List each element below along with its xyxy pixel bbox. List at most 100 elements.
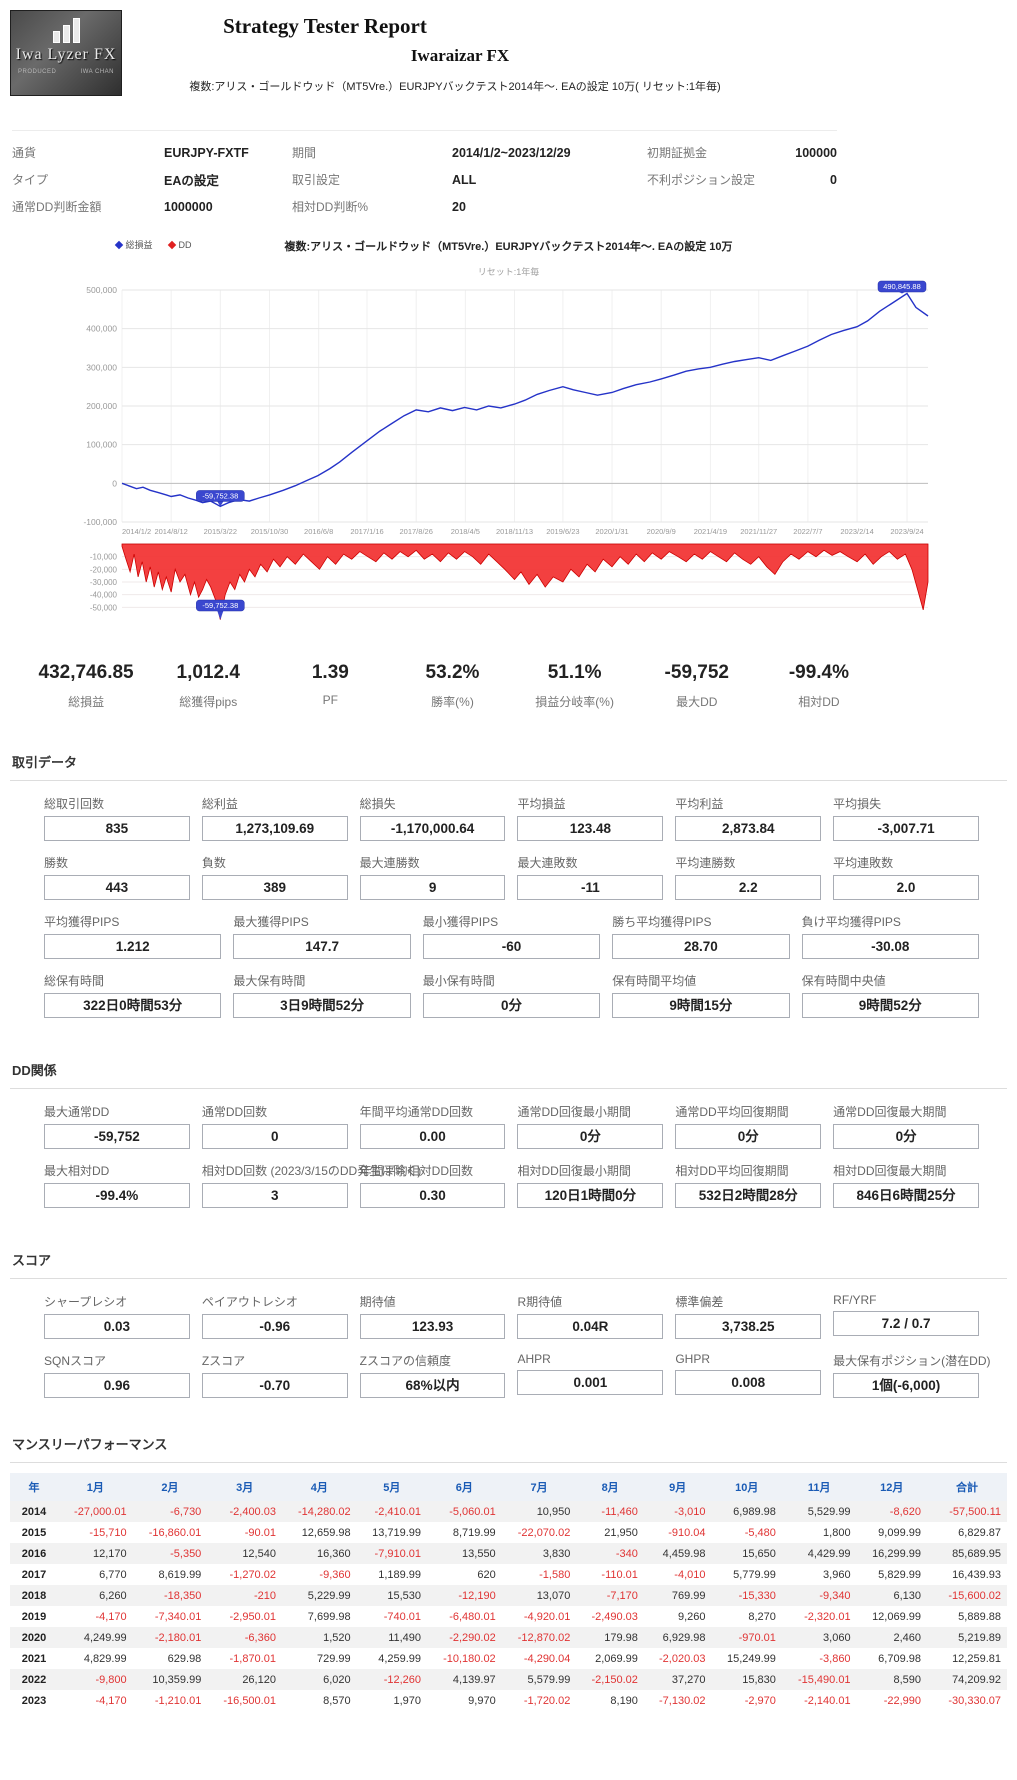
info-row: タイプ EAの設定 取引設定 ALL 不利ポジション設定 0	[12, 166, 837, 193]
stat-field: 総保有時間 322日0時間53分	[44, 972, 222, 1018]
stat-rows-score: シャープレシオ 0.03 ペイアウトレシオ -0.96 期待値 123.93 R期待値 0.0…	[10, 1291, 1007, 1398]
info-row: 通常DD判断金額 1000000 相対DD判断% 20	[12, 193, 837, 220]
stat-label: 総利益	[201, 797, 238, 811]
stat-label: 負け平均獲得PIPS	[801, 915, 901, 929]
summary-stat: 51.1% 損益分岐率(%)	[514, 662, 636, 710]
monthly-col-header: 12月	[856, 1473, 927, 1501]
stat-value: 2.2	[675, 875, 822, 900]
monthly-col-header: 1月	[58, 1473, 133, 1501]
monthly-value-cell: 12,259.81	[952, 1652, 1001, 1665]
summary-value: 432,746.85	[38, 662, 134, 683]
monthly-value-cell: 6,770	[99, 1568, 127, 1581]
stat-row: 勝数 443 負数 389 最大連勝数 9 最大連敗数 -11 平均連勝数 2.2 平均連敗数 2.0	[44, 854, 979, 900]
monthly-value-cell: 4,429.99	[781, 1543, 857, 1564]
summary-value: 53.2%	[425, 662, 480, 683]
info-label: タイプ	[12, 173, 49, 187]
summary-value: -59,752	[664, 662, 729, 683]
monthly-value-cell: -5,480	[744, 1526, 776, 1539]
svg-text:-40,000: -40,000	[89, 591, 117, 600]
stat-label: 最小保有時間	[422, 974, 495, 988]
stat-label: RF/YRF	[833, 1293, 877, 1307]
stat-value: 0	[201, 1124, 348, 1149]
summary-label: 総損益	[68, 695, 105, 709]
monthly-value-cell: -2,290.02	[427, 1627, 502, 1648]
info-label: 期間	[292, 146, 317, 160]
monthly-value-cell: 6,709.98	[878, 1652, 921, 1665]
monthly-value-cell: -4,170	[95, 1610, 127, 1623]
chart-pin: 490,845.88	[877, 280, 926, 294]
stat-value: 0.00	[359, 1124, 506, 1149]
monthly-col-header: 11月	[781, 1473, 857, 1501]
monthly-value-cell: -30,330.07	[948, 1694, 1001, 1707]
dd-marker-icon	[167, 240, 176, 249]
monthly-value-cell: 3,830	[501, 1543, 577, 1564]
stat-field: 最大保有時間 3日9時間52分	[233, 972, 411, 1018]
info-value: EURJPY-FXTF	[164, 145, 249, 160]
stat-row: 総取引回数 835 総利益 1,273,109.69 総損失 -1,170,000.64 平…	[44, 795, 979, 841]
stat-value: 0.001	[517, 1370, 664, 1395]
monthly-year-cell: 2014	[10, 1501, 58, 1522]
stat-value: 7.2 / 0.7	[833, 1311, 979, 1336]
stat-label: 最大保有時間	[233, 974, 306, 988]
monthly-row-2020: 2020 4,249.99 -2,180.01 -6,360 1,520 11,490 -2…	[10, 1627, 1007, 1648]
svg-text:2023/2/14: 2023/2/14	[840, 527, 873, 536]
stat-label: ペイアウトレシオ	[201, 1295, 298, 1309]
summary-stat: 1,012.4 総獲得pips	[147, 662, 269, 710]
monthly-value-cell: 9,970	[468, 1694, 496, 1707]
stat-label: 負数	[201, 856, 226, 870]
monthly-value-cell: 7,699.98	[307, 1610, 351, 1623]
svg-text:300,000: 300,000	[86, 362, 117, 372]
stat-value: 532日2時間28分	[675, 1183, 822, 1208]
stat-label: 期待値	[359, 1295, 396, 1309]
monthly-value-cell: 179.98	[576, 1627, 644, 1648]
monthly-value-cell: 5,219.89	[927, 1627, 1007, 1648]
stat-label: 最小獲得PIPS	[422, 915, 499, 929]
stat-value: 1.212	[44, 934, 222, 959]
svg-text:200,000: 200,000	[86, 401, 117, 411]
monthly-value-cell: 13,070	[501, 1585, 577, 1606]
stat-value: -3,007.71	[833, 816, 979, 841]
chart-pin: -59,752.38	[195, 490, 245, 507]
stat-value: -11	[517, 875, 664, 900]
info-field: タイプ EAの設定	[12, 170, 292, 189]
monthly-value-cell: 6,130	[856, 1585, 927, 1606]
monthly-value-cell: -2,180.01	[132, 1627, 208, 1648]
chart-header: 総損益 DD 複数:アリス・ゴールドウッド（MT5Vre.）EURJPYバックテ…	[64, 236, 954, 262]
stat-field: 平均獲得PIPS 1.212	[44, 913, 222, 959]
svg-text:2021/11/27: 2021/11/27	[740, 527, 777, 536]
legend-label: 総損益	[125, 240, 153, 250]
monthly-year-cell: 2023	[21, 1694, 47, 1707]
stat-field: 総利益 1,273,109.69	[201, 795, 348, 841]
monthly-value-cell: -6,480.01	[449, 1610, 496, 1623]
logo-author: IWA CHAN	[80, 69, 114, 75]
monthly-col-header: 5月	[356, 1473, 428, 1501]
svg-text:490,845.88: 490,845.88	[883, 282, 921, 291]
monthly-value-cell: 5,829.99	[878, 1568, 921, 1581]
monthly-value-cell: -2,020.03	[659, 1652, 706, 1665]
monthly-value-cell: -90.01	[244, 1526, 276, 1539]
monthly-value-cell: -2,970	[744, 1694, 776, 1707]
monthly-row-2016: 2016 12,170 -5,350 12,540 16,360 -7,910.01 13,…	[10, 1543, 1007, 1564]
stat-label: 最大保有ポジション(潜在DD)	[833, 1354, 991, 1368]
info-value: 0	[830, 172, 837, 187]
stat-field: シャープレシオ 0.03	[44, 1293, 190, 1339]
stat-label: 相対DD平均回復期間	[675, 1164, 789, 1178]
svg-text:2020/9/9: 2020/9/9	[646, 527, 675, 536]
stat-value: -59,752	[44, 1124, 190, 1149]
stat-value: 28.70	[612, 934, 790, 959]
monthly-value-cell: 13,719.99	[372, 1526, 422, 1539]
stat-label: 年間平均通常DD回数	[359, 1105, 473, 1119]
stat-value: 9時間52分	[801, 993, 979, 1018]
stat-value: 123.48	[517, 816, 664, 841]
monthly-value-cell: -4,290.04	[523, 1652, 571, 1665]
stat-field: 平均連敗数 2.0	[833, 854, 979, 900]
svg-text:2017/8/26: 2017/8/26	[399, 527, 432, 536]
stat-label: 最大連勝数	[359, 856, 420, 870]
legend-item-equity: 総損益	[114, 238, 153, 251]
summary-stat: 432,746.85 総損益	[25, 662, 147, 710]
stat-value: -99.4%	[44, 1183, 190, 1208]
summary-label: PF	[322, 693, 339, 707]
svg-text:2015/10/30: 2015/10/30	[250, 527, 288, 536]
info-label: 相対DD判断%	[292, 200, 369, 214]
stat-value: 0.04R	[517, 1314, 664, 1339]
